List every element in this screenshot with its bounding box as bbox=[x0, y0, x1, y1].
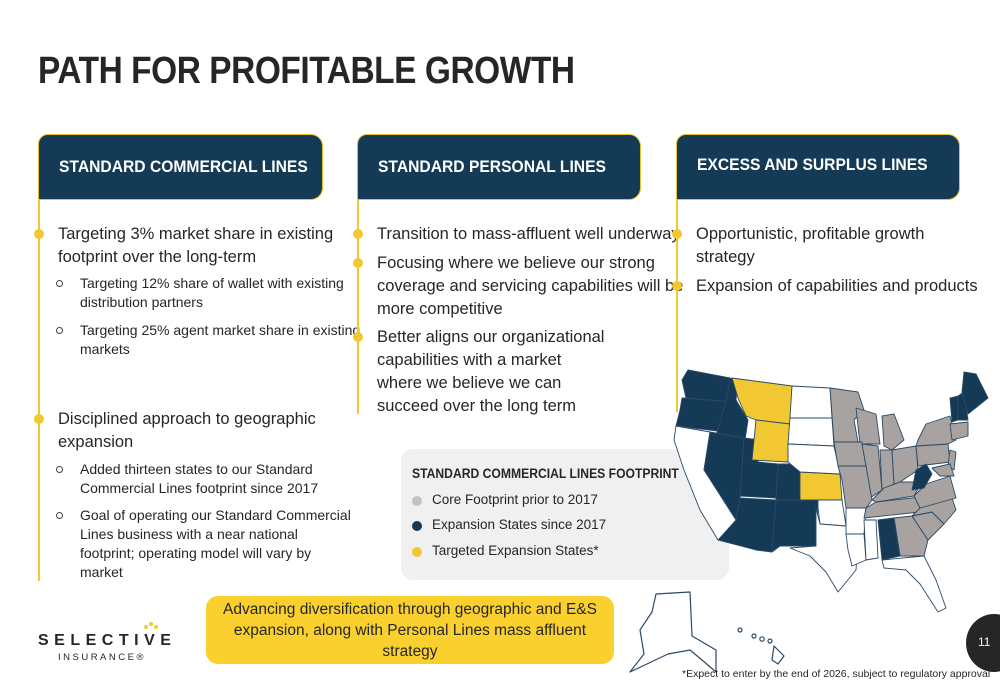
hollow-circle-bullet-icon bbox=[56, 466, 63, 473]
column-header-label: EXCESS AND SURPLUS LINES bbox=[697, 155, 928, 174]
column-rail bbox=[676, 144, 678, 412]
column-standard-commercial-lines: STANDARD COMMERCIAL LINES Targeting 3% m… bbox=[34, 134, 360, 581]
bullet-dot-icon bbox=[353, 229, 363, 239]
state-wi bbox=[855, 407, 881, 445]
state-tx bbox=[789, 507, 859, 593]
state-ar bbox=[845, 507, 867, 535]
state-md-de bbox=[931, 463, 955, 477]
state-sd bbox=[787, 417, 835, 447]
us-footprint-map bbox=[629, 369, 989, 673]
selective-insurance-logo: SELECTIVE INSURANCE® bbox=[38, 620, 171, 664]
logo-subtitle: INSURANCE® bbox=[58, 652, 146, 663]
state-ak bbox=[629, 591, 717, 673]
state-in bbox=[879, 449, 895, 491]
state-oh bbox=[891, 445, 919, 485]
bullet-dot-icon bbox=[672, 229, 682, 239]
page-title: PATH FOR PROFITABLE GROWTH bbox=[38, 50, 575, 92]
legend-swatch-icon bbox=[412, 521, 422, 531]
legend-swatch-icon bbox=[412, 547, 422, 557]
state-ks bbox=[799, 471, 843, 501]
hollow-circle-bullet-icon bbox=[56, 512, 63, 519]
state-hi bbox=[737, 627, 785, 665]
legend-title: STANDARD COMMERCIAL LINES FOOTPRINT bbox=[412, 466, 679, 481]
map-legend: STANDARD COMMERCIAL LINES FOOTPRINT Core… bbox=[401, 449, 729, 580]
state-pa bbox=[915, 443, 951, 467]
state-nm bbox=[771, 499, 819, 553]
state-ok bbox=[817, 499, 847, 527]
column-excess-and-surplus-lines: EXCESS AND SURPLUS LINES Opportunistic, … bbox=[672, 134, 978, 412]
bullet-dot-icon bbox=[353, 332, 363, 342]
summary-callout: Advancing diversification through geogra… bbox=[206, 596, 614, 664]
column-rail bbox=[38, 144, 40, 581]
state-me bbox=[961, 371, 989, 415]
hollow-circle-bullet-icon bbox=[56, 280, 63, 287]
state-wy bbox=[751, 419, 791, 463]
bullet-dot-icon bbox=[34, 229, 44, 239]
column-rail bbox=[357, 144, 359, 414]
state-wa bbox=[681, 369, 735, 403]
state-mi bbox=[881, 413, 905, 451]
state-ny bbox=[915, 415, 957, 447]
state-nd bbox=[789, 385, 833, 419]
state-ne bbox=[787, 443, 841, 475]
bullet-dot-icon bbox=[34, 414, 44, 424]
legend-swatch-icon bbox=[412, 496, 422, 506]
state-la bbox=[845, 533, 867, 567]
state-ms bbox=[863, 519, 879, 561]
column-standard-personal-lines: STANDARD PERSONAL LINES Transition to ma… bbox=[353, 134, 683, 415]
state-il bbox=[861, 443, 883, 499]
bullet-dot-icon bbox=[672, 281, 682, 291]
column-header-label: STANDARD COMMERCIAL LINES bbox=[59, 157, 308, 176]
column-header: STANDARD PERSONAL LINES bbox=[357, 134, 641, 200]
state-al bbox=[877, 517, 901, 561]
state-mo bbox=[837, 465, 873, 509]
column-header: EXCESS AND SURPLUS LINES bbox=[676, 134, 960, 200]
state-fl bbox=[881, 555, 947, 613]
footnote: *Expect to enter by the end of 2026, sub… bbox=[682, 668, 991, 680]
state-ma-ct-ri bbox=[949, 421, 969, 441]
hollow-circle-bullet-icon bbox=[56, 327, 63, 334]
bullet-dot-icon bbox=[353, 258, 363, 268]
column-header: STANDARD COMMERCIAL LINES bbox=[38, 134, 323, 200]
state-wv bbox=[911, 463, 933, 491]
state-ia bbox=[833, 441, 867, 467]
state-vt bbox=[949, 395, 959, 423]
logo-wordmark: SELECTIVE bbox=[38, 632, 177, 649]
logo-dots-icon bbox=[138, 620, 158, 630]
column-header-label: STANDARD PERSONAL LINES bbox=[378, 157, 606, 176]
